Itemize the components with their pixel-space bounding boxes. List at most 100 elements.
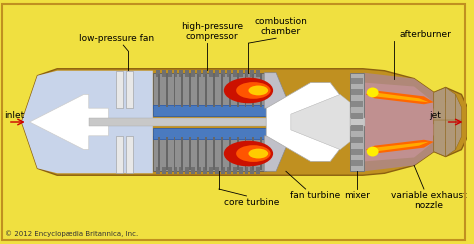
- Bar: [350, 73, 364, 171]
- Text: © 2012 Encyclopædia Britannica, Inc.: © 2012 Encyclopædia Britannica, Inc.: [5, 231, 138, 237]
- Bar: [252, 137, 255, 170]
- Bar: [250, 70, 255, 77]
- Bar: [205, 74, 207, 107]
- Text: combustion
chamber: combustion chamber: [255, 17, 308, 36]
- Bar: [237, 74, 238, 107]
- Bar: [203, 70, 207, 77]
- Bar: [180, 70, 183, 77]
- Bar: [191, 70, 195, 77]
- Bar: [168, 70, 172, 77]
- Ellipse shape: [224, 141, 273, 166]
- Ellipse shape: [248, 149, 268, 159]
- Text: afterburner: afterburner: [399, 30, 451, 39]
- Bar: [165, 137, 168, 170]
- Bar: [233, 167, 237, 174]
- Bar: [153, 136, 266, 171]
- Bar: [215, 167, 219, 174]
- Bar: [351, 125, 363, 131]
- Text: low-pressure fan: low-pressure fan: [79, 34, 154, 43]
- Bar: [237, 137, 238, 170]
- Bar: [252, 74, 255, 107]
- Polygon shape: [364, 73, 456, 171]
- Bar: [182, 74, 183, 107]
- Ellipse shape: [248, 85, 268, 95]
- Text: inlet: inlet: [4, 111, 24, 120]
- Bar: [173, 74, 175, 107]
- Bar: [156, 167, 160, 174]
- Bar: [213, 137, 215, 170]
- Polygon shape: [22, 69, 456, 175]
- Bar: [351, 149, 363, 154]
- Text: variable exhaust
nozzle: variable exhaust nozzle: [391, 191, 467, 210]
- Bar: [153, 73, 266, 108]
- Polygon shape: [434, 92, 456, 124]
- Bar: [229, 74, 231, 107]
- Bar: [221, 137, 223, 170]
- Bar: [158, 137, 160, 170]
- Polygon shape: [366, 140, 434, 153]
- Bar: [173, 167, 177, 174]
- Polygon shape: [264, 136, 291, 171]
- Polygon shape: [434, 88, 446, 124]
- Polygon shape: [29, 94, 109, 150]
- Polygon shape: [366, 142, 429, 152]
- Polygon shape: [364, 82, 446, 162]
- Polygon shape: [366, 92, 429, 102]
- Bar: [209, 167, 213, 174]
- Bar: [351, 101, 363, 107]
- Bar: [351, 78, 363, 83]
- Bar: [189, 137, 191, 170]
- Bar: [158, 74, 160, 107]
- Bar: [89, 118, 365, 126]
- Bar: [173, 137, 175, 170]
- Polygon shape: [456, 94, 461, 124]
- Bar: [250, 167, 255, 174]
- Bar: [215, 70, 219, 77]
- Polygon shape: [116, 136, 123, 173]
- Bar: [185, 70, 189, 77]
- Polygon shape: [291, 94, 350, 150]
- Polygon shape: [446, 88, 456, 124]
- Bar: [173, 70, 177, 77]
- Text: fan turbine: fan turbine: [291, 191, 341, 200]
- Bar: [197, 70, 201, 77]
- Bar: [189, 74, 191, 107]
- Bar: [351, 137, 363, 143]
- Bar: [256, 70, 260, 77]
- Bar: [351, 90, 363, 95]
- Polygon shape: [434, 120, 446, 156]
- Bar: [162, 167, 165, 174]
- Bar: [221, 74, 223, 107]
- Bar: [182, 137, 183, 170]
- Ellipse shape: [236, 82, 271, 99]
- Bar: [168, 167, 172, 174]
- Bar: [209, 70, 213, 77]
- Bar: [256, 167, 260, 174]
- Polygon shape: [126, 136, 133, 173]
- Text: mixer: mixer: [344, 191, 370, 200]
- Ellipse shape: [367, 88, 379, 97]
- Bar: [245, 74, 246, 107]
- Polygon shape: [22, 71, 153, 173]
- Polygon shape: [264, 73, 291, 108]
- Bar: [238, 167, 243, 174]
- Bar: [229, 137, 231, 170]
- Bar: [221, 167, 225, 174]
- Bar: [185, 167, 189, 174]
- Text: core turbine: core turbine: [224, 198, 279, 207]
- Bar: [205, 137, 207, 170]
- Bar: [156, 70, 160, 77]
- Polygon shape: [126, 71, 133, 108]
- Ellipse shape: [236, 145, 271, 162]
- Bar: [153, 128, 301, 139]
- Bar: [213, 74, 215, 107]
- Polygon shape: [456, 120, 461, 150]
- Bar: [203, 167, 207, 174]
- Bar: [233, 70, 237, 77]
- Bar: [351, 161, 363, 166]
- Ellipse shape: [367, 147, 379, 156]
- Text: jet: jet: [429, 111, 441, 120]
- Bar: [197, 167, 201, 174]
- Bar: [227, 70, 231, 77]
- Bar: [165, 74, 168, 107]
